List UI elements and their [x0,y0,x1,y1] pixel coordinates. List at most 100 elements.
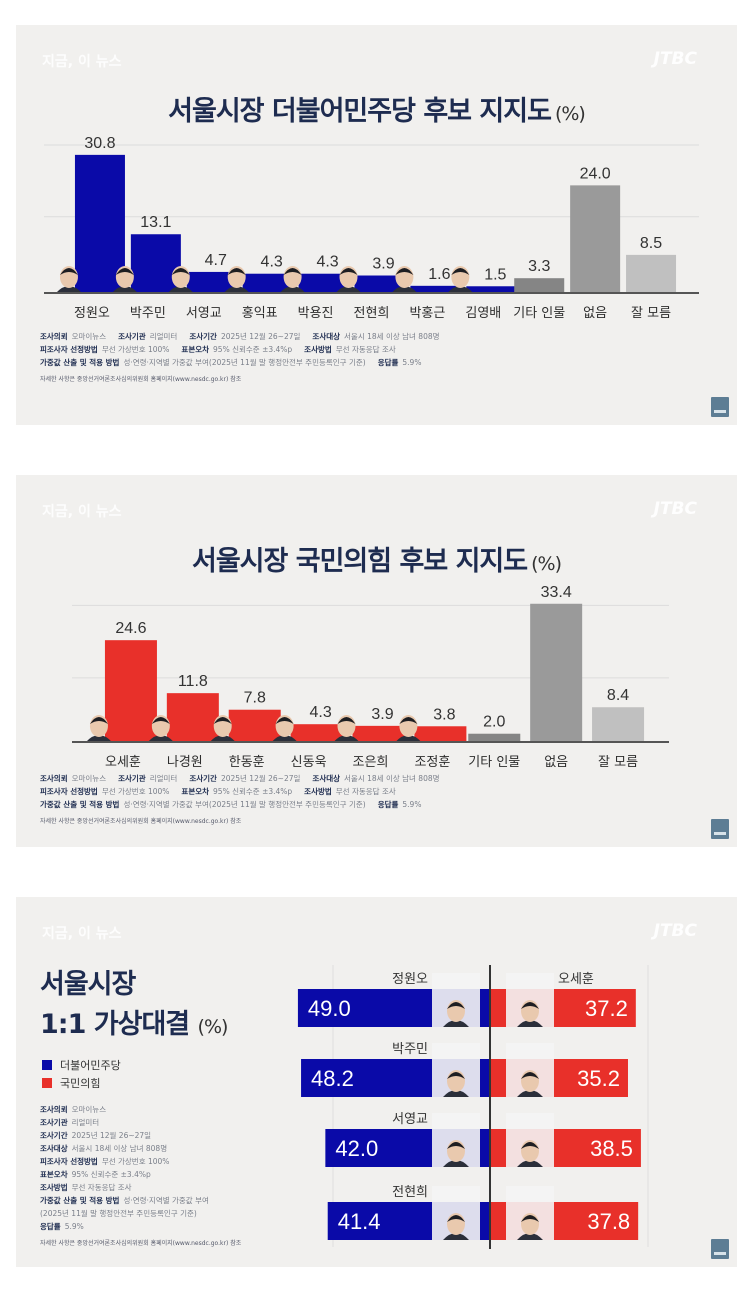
bar-7 [410,285,461,293]
dem-bar-chart: 30.8 정원오 13.1 박주민 4.7 서영교 4.3 홍익표 4.3 박용진 3.9 전현희 1.… [44,135,699,321]
brand-label: 지금, 이 뉴스 [42,54,122,70]
candidate-photo-1-shoulders [55,286,82,293]
dem-candidate-photo-1-hair [447,1002,465,1009]
candidate-photo-1-hair [89,717,108,724]
chart-title-text: 서울시장 더불어민주당 후보 지지도 [168,96,552,127]
bar-4 [290,724,343,742]
category-label: 홍익표 [242,306,278,321]
bar-4 [242,273,293,293]
legend-swatch-blue [42,1060,52,1070]
bar-1 [74,154,125,293]
candidate-photo-3-shoulders [209,735,236,742]
footnote: 자세한 사항은 중앙선거여론조사심의위원회 홈페이지(www.nesdc.go.… [40,376,242,383]
category-label: 오세훈 [105,755,141,770]
dem-candidate-photo-4-shoulders [443,1233,469,1240]
ppp-candidate-photo-1-hair [521,1002,539,1009]
dem-candidate-name: 서영교 [392,1112,428,1127]
brand-label: 지금, 이 뉴스 [42,926,122,942]
chart-title: 서울시장 1:1 가상대결 (%) [40,965,229,1047]
category-label: 서영교 [186,306,222,321]
bar-6 [414,726,467,742]
category-label: 전현희 [354,306,390,321]
candidate-photo-4-shoulders [223,286,250,293]
chart-title-line2: 1:1 가상대결 [40,1009,190,1040]
jtbc-badge-icon [711,819,729,839]
legend-item-democratic: 더불어민주당 [42,1057,121,1075]
chart-unit: (%) [531,553,562,575]
bar-3 [228,709,281,742]
value-label: 24.0 [580,165,611,182]
jtbc-logo: JTBC [653,49,697,69]
value-label: 8.4 [607,687,629,704]
bar-1 [104,640,157,742]
dem-candidate-name: 박주민 [392,1042,428,1057]
dem-candidate-name: 정원오 [392,972,428,987]
footnote: 자세한 사항은 중앙선거여론조사심의위원회 홈페이지(www.nesdc.go.… [40,818,242,825]
ppp-value-label: 35.2 [577,1066,620,1091]
value-label: 30.8 [84,135,115,152]
candidate-photo-8-shoulders [447,286,474,293]
bar-11 [626,254,677,293]
chart-title-text: 서울시장 국민의힘 후보 지지도 [191,546,528,577]
category-label: 잘 모름 [598,755,638,770]
candidate-photo-3-shoulders [167,286,194,293]
value-label: 33.4 [541,584,572,601]
value-label: 3.9 [372,256,394,273]
candidate-photo-6-hair [339,268,358,275]
value-label: 4.3 [316,254,338,271]
candidate-photo-2-hair [151,717,170,724]
bar-2 [166,693,219,742]
ppp-candidate-name: 오세훈 [558,972,594,987]
candidate-photo-5-hair [283,268,302,275]
bar-5 [298,273,349,293]
bar-7 [468,733,521,742]
dem-candidate-photo-1-shoulders [443,1020,469,1027]
survey-notes: 조사의뢰 오마이뉴스 조사기관 리얼미터 조사기간 2025년 12월 26~27일 조사대… [40,772,440,828]
value-label: 11.8 [178,673,208,690]
dem-candidate-photo-2-hair [447,1072,465,1079]
candidate-photo-8-hair [451,268,470,275]
chart-unit: (%) [554,103,586,125]
dem-candidate-name: 전현희 [392,1185,428,1200]
candidate-photo-3-hair [213,717,232,724]
value-label: 8.5 [640,235,662,252]
value-label: 4.3 [261,254,283,271]
bar-8 [530,603,583,742]
chart-unit: (%) [197,1016,229,1038]
dem-candidate-photo-2-shoulders [443,1090,469,1097]
candidate-photo-4-hair [227,268,246,275]
legend-swatch-red [42,1078,52,1088]
ppp-candidate-photo-2-shoulders [517,1090,543,1097]
dem-value-label: 41.4 [338,1209,381,1234]
candidate-photo-6-shoulders [395,735,422,742]
bar-10 [570,185,621,293]
ppp-value-label: 37.8 [587,1209,630,1234]
candidate-photo-5-shoulders [279,286,306,293]
category-label: 조은희 [353,755,389,770]
candidate-photo-4-hair [275,717,294,724]
value-label: 1.5 [484,266,506,283]
ppp-candidate-support-panel: 지금, 이 뉴스 JTBC 서울시장 국민의힘 후보 지지도 (%) 24.6 오세… [16,475,737,847]
survey-notes: 조사의뢰 오마이뉴스 조사기관 리얼미터 조사기간 2025년 12월 26~27일 … [40,1103,241,1250]
category-label: 없음 [583,306,607,321]
dem-candidate-photo-3-shoulders [443,1160,469,1167]
candidate-photo-3-hair [171,268,190,275]
category-label: 기타 인물 [513,306,565,321]
legend: 더불어민주당 국민의힘 [42,1057,121,1093]
value-label: 2.0 [483,714,505,731]
candidate-photo-5-hair [337,717,356,724]
value-label: 24.6 [115,620,146,637]
dem-value-label: 42.0 [335,1136,378,1161]
candidate-photo-5-shoulders [333,735,360,742]
value-label: 1.6 [428,266,450,283]
candidate-photo-1-shoulders [85,735,112,742]
bar-9 [514,278,565,293]
value-label: 13.1 [140,214,171,231]
ppp-value-label: 38.5 [590,1136,633,1161]
candidate-photo-7-shoulders [391,286,418,293]
category-label: 나경원 [167,755,203,770]
chart-title: 서울시장 국민의힘 후보 지지도 (%) [16,539,737,578]
category-label: 박홍근 [409,306,445,321]
head-to-head-chart: 49.0 37.2 정원오 오세훈 48.2 35.2 박주민 42.0 38.5 서영교 41.4… [297,965,649,1249]
ppp-candidate-photo-3-shoulders [517,1160,543,1167]
